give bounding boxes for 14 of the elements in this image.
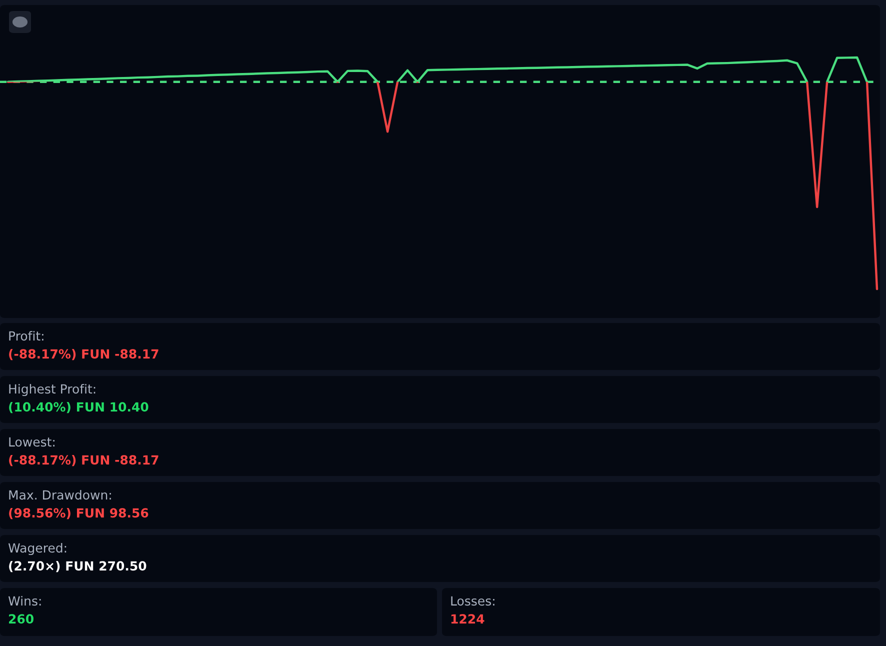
text: Profit: <box>9 330 44 341</box>
text: (10.40%) FUN 10.40 <box>9 402 148 414</box>
text: Max. Drawdown: <box>9 490 111 500</box>
text: Wagered: <box>8 542 66 556</box>
text: (-88.17%) FUN -88.17 <box>9 348 158 360</box>
text: (98.56%) FUN 98.56 <box>9 508 148 520</box>
text: 260 <box>8 614 34 624</box>
text: Lowest: <box>9 437 54 447</box>
text: Highest Profit: <box>9 384 96 396</box>
text: Wins: <box>8 596 41 606</box>
text: (2.70×) FUN 270.50 <box>9 560 146 572</box>
text: 1224 <box>451 614 484 624</box>
text: (-88.17%) FUN -88.17 <box>9 454 158 466</box>
text: Losses: <box>451 596 494 606</box>
